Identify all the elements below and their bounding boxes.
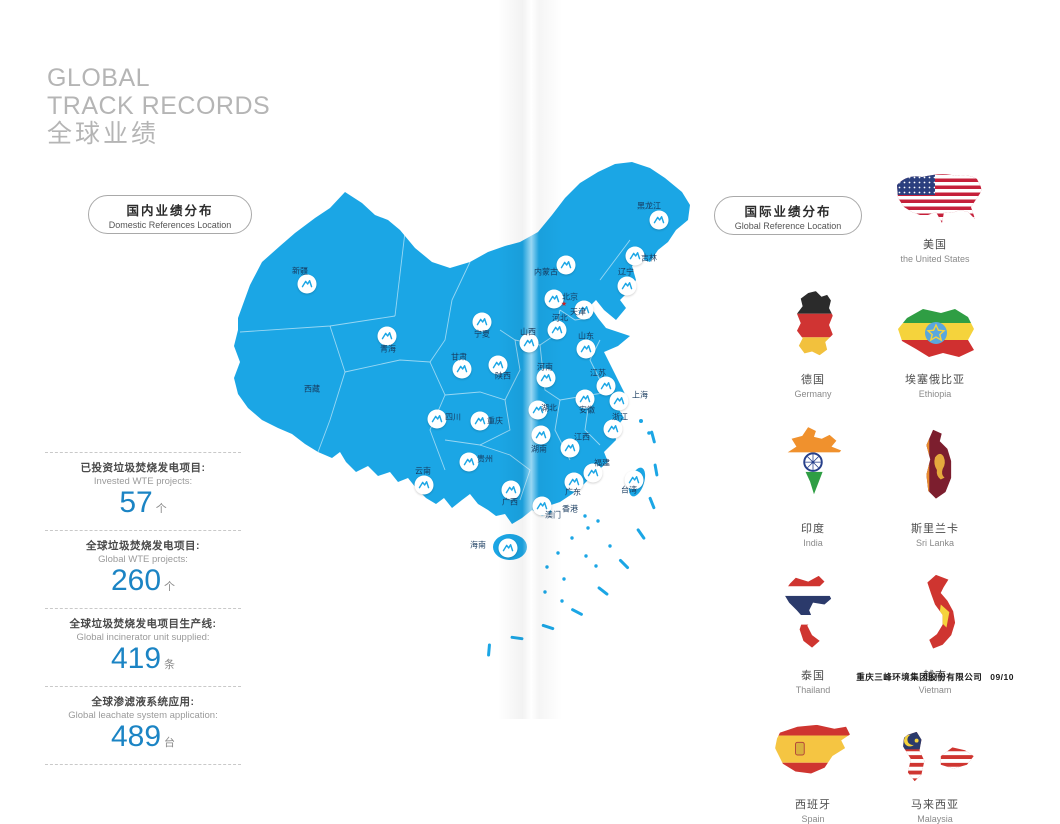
- flag-item-in: 印度 India: [775, 423, 851, 548]
- flag-item-de: 德国 Germany: [780, 288, 846, 399]
- flag-label-en: India: [803, 538, 823, 548]
- stat-unit: 条: [164, 659, 176, 671]
- flag-label-zh: 埃塞俄比亚: [905, 374, 965, 386]
- international-badge-en: Global Reference Location: [734, 221, 842, 231]
- page-title: GLOBAL TRACK RECORDS 全球业绩: [47, 64, 270, 148]
- flag-item-th: 泰国 Thailand: [769, 572, 857, 695]
- title-line-2: TRACK RECORDS: [47, 92, 271, 120]
- hainan-island: [493, 534, 527, 560]
- flag-label-en: Sri Lanka: [915, 538, 955, 548]
- stat-label-en: Global WTE projects:: [98, 554, 188, 565]
- flag-item-lk: 斯里兰卡 Sri Lanka: [908, 425, 962, 548]
- flag-label-en: Thailand: [795, 685, 831, 695]
- stat-value: 419 条: [45, 643, 241, 681]
- stat-label-zh: 已投资垃圾焚烧发电项目:: [80, 462, 206, 474]
- ethiopia-flag-map-icon: [898, 309, 974, 357]
- stat-label-zh: 全球渗滤液系统应用:: [91, 696, 195, 708]
- flag-label-en: Vietnam: [918, 685, 952, 695]
- flag-item-us: 美国 the United States: [887, 165, 983, 264]
- stat-number: 489: [110, 720, 162, 753]
- flag-label-zh: 德国: [801, 374, 825, 386]
- domestic-badge-zh: 国内业绩分布: [126, 204, 214, 218]
- flag-label-zh: 西班牙: [795, 799, 831, 811]
- stat-item-1: 全球垃圾焚烧发电项目: Global WTE projects: 260 个: [45, 530, 241, 608]
- international-flags-grid: 美国 the United States 德国 Germany 埃塞俄比亚 Ethio…: [752, 165, 996, 824]
- usa-flag-map-icon: [897, 174, 982, 224]
- stat-value: 489 台: [45, 721, 241, 759]
- flag-item-my: 马来西亚 Malaysia: [885, 729, 985, 824]
- stat-number: 419: [110, 642, 162, 675]
- stat-value: 260 个: [45, 565, 241, 603]
- flag-label-zh: 马来西亚: [911, 799, 959, 811]
- stat-label-en: Global leachate system application:: [68, 710, 218, 721]
- flag-label-zh: 美国: [923, 239, 947, 251]
- flag-label-zh: 斯里兰卡: [911, 523, 959, 535]
- domestic-section-badge: 国内业绩分布 Domestic References Location: [88, 195, 252, 234]
- flag-label-en: Germany: [794, 389, 832, 399]
- stat-label-zh: 全球垃圾焚烧发电项目:: [86, 540, 200, 552]
- flag-item-vn: 越南 Vietnam: [911, 572, 959, 695]
- stat-item-3: 全球渗滤液系统应用: Global leachate system applica…: [45, 686, 241, 765]
- flag-item-et: 埃塞俄比亚 Ethiopia: [889, 302, 981, 399]
- thailand-flag-map-icon: [783, 575, 832, 648]
- stat-item-0: 已投资垃圾焚烧发电项目: Invested WTE projects: 57 个: [45, 452, 241, 530]
- stat-unit: 台: [164, 737, 176, 749]
- malaysia-flag-map-icon: [903, 731, 974, 782]
- international-badge-zh: 国际业绩分布: [744, 205, 832, 219]
- stat-unit: 个: [164, 581, 176, 593]
- domestic-badge-en: Domestic References Location: [108, 220, 232, 230]
- sri-lanka-flag-map-icon: [926, 429, 952, 499]
- flag-item-es: 西班牙 Spain: [768, 719, 858, 824]
- flag-label-en: Malaysia: [917, 814, 953, 824]
- taiwan-island: [628, 467, 646, 497]
- flag-label-zh: 越南: [923, 670, 947, 682]
- international-section-badge: 国际业绩分布 Global Reference Location: [714, 196, 862, 235]
- stat-number: 57: [119, 486, 153, 519]
- stat-number: 260: [110, 564, 162, 597]
- title-line-3: 全球业绩: [47, 120, 160, 148]
- footer-page-number: 09/10: [990, 672, 1014, 682]
- stat-label-en: Invested WTE projects:: [93, 476, 193, 487]
- india-flag-map-icon: [787, 427, 842, 495]
- stat-item-2: 全球垃圾焚烧发电项目生产线: Global incinerator unit su…: [45, 608, 241, 686]
- germany-flag-map-icon: [796, 291, 833, 356]
- spain-flag-map-icon: [775, 724, 850, 774]
- footer-company: 重庆三峰环境集团股份有限公司: [856, 672, 983, 682]
- stat-label-zh: 全球垃圾焚烧发电项目生产线:: [69, 618, 217, 630]
- china-mainland-shape: [234, 162, 690, 524]
- flag-label-en: Spain: [801, 814, 825, 824]
- vietnam-flag-map-icon: [927, 574, 956, 649]
- stat-value: 57 个: [45, 487, 241, 525]
- brochure-page: GLOBAL TRACK RECORDS 全球业绩 国内业绩分布 Domesti…: [45, 0, 1014, 824]
- stat-label-en: Global incinerator unit supplied:: [76, 632, 210, 643]
- flag-label-zh: 泰国: [801, 670, 825, 682]
- flag-label-zh: 印度: [801, 523, 825, 535]
- domestic-stats-panel: 已投资垃圾焚烧发电项目: Invested WTE projects: 57 个全球垃…: [45, 452, 241, 765]
- page-footer: 重庆三峰环境集团股份有限公司 09/10: [856, 671, 1014, 683]
- stat-unit: 个: [155, 503, 167, 515]
- title-line-1: GLOBAL: [47, 64, 151, 92]
- flag-label-en: Ethiopia: [918, 389, 952, 399]
- flag-label-en: the United States: [900, 254, 970, 264]
